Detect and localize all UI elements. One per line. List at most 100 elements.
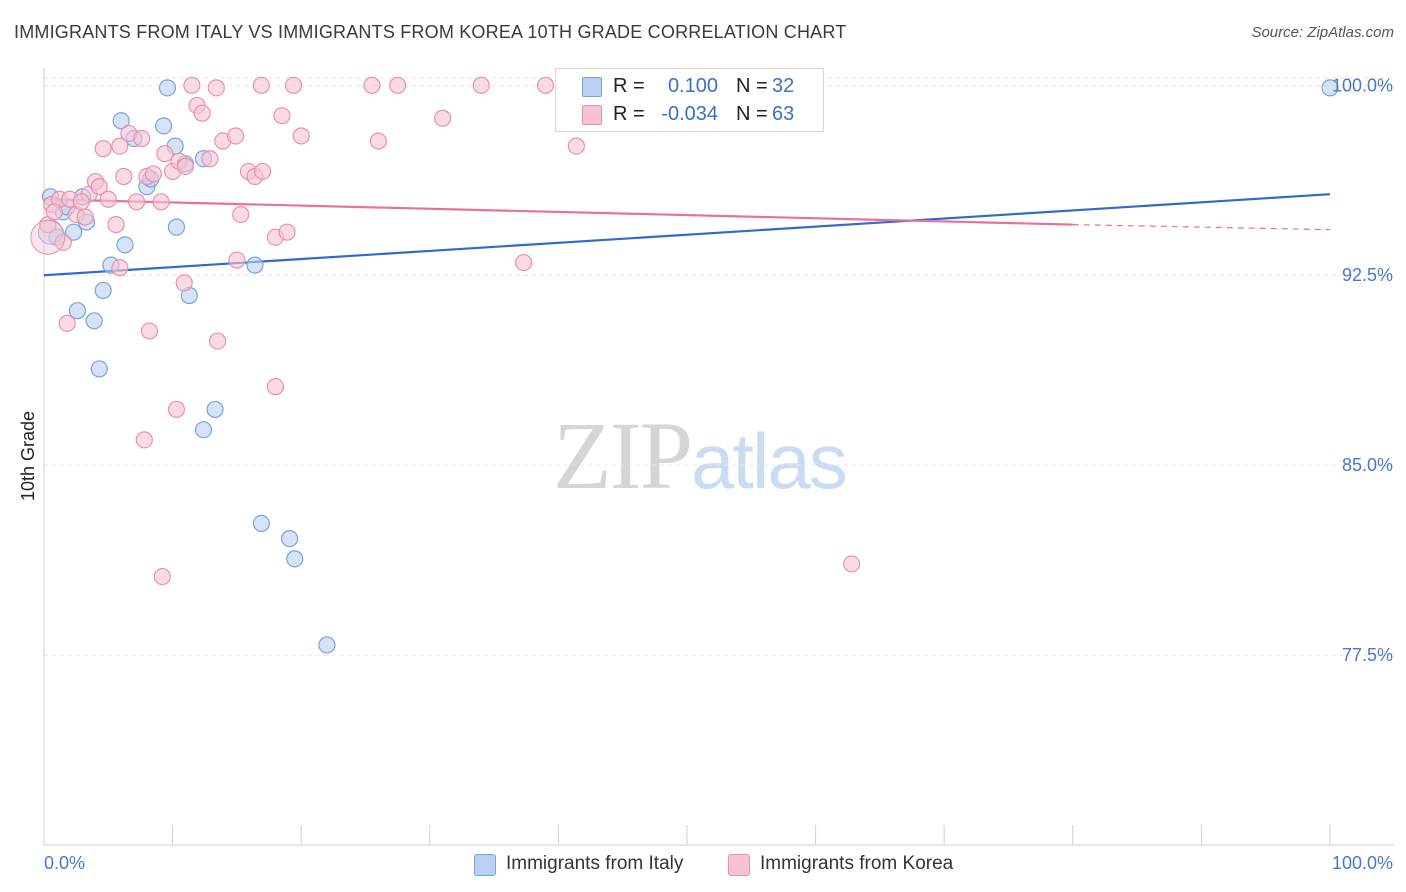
korea-point — [90, 178, 108, 196]
italy-point — [281, 529, 299, 548]
italy-point — [286, 550, 304, 568]
korea-point — [107, 215, 125, 234]
italy-point — [64, 223, 83, 241]
korea-point — [167, 400, 186, 419]
korea-point — [76, 208, 94, 226]
italy-point — [252, 514, 270, 533]
korea-point — [45, 203, 63, 221]
korea-point — [99, 190, 117, 208]
korea-point — [254, 162, 272, 181]
italy-point — [85, 312, 103, 330]
italy-swatch — [582, 77, 602, 97]
korea-trend-extension — [1072, 223, 1331, 231]
korea-points — [30, 76, 861, 586]
axes — [43, 68, 1394, 846]
korea-point — [266, 378, 285, 396]
korea-point — [176, 157, 195, 175]
italy-point — [1321, 79, 1339, 97]
korea-point — [515, 253, 533, 272]
korea-point — [207, 79, 225, 97]
korea-point — [369, 132, 387, 150]
series-legend: Immigrants from Italy Immigrants from Ko… — [0, 852, 1406, 880]
italy-r-value: 0.100 — [667, 75, 718, 97]
korea-point — [111, 137, 129, 155]
korea-point — [156, 145, 174, 163]
x-tick-label: 0.0% — [44, 853, 85, 873]
korea-point — [58, 314, 76, 332]
korea-point — [193, 104, 211, 122]
y-tick-label: 100.0% — [1332, 75, 1393, 95]
korea-point — [536, 76, 555, 94]
italy-legend-swatch — [474, 854, 496, 876]
korea-point — [144, 165, 162, 183]
stats-legend: R = 0.100 N = 32 R = -0.034 N = 63 — [555, 68, 824, 132]
italy-point — [206, 400, 224, 419]
korea-point — [135, 431, 153, 449]
italy-point — [154, 117, 173, 135]
korea-point — [115, 167, 133, 186]
legend-row-italy: R = 0.100 N = 32 — [556, 73, 823, 99]
korea-point — [567, 137, 586, 155]
korea-point — [133, 129, 151, 148]
korea-point — [227, 127, 245, 145]
korea-point — [127, 193, 146, 211]
korea-point — [201, 150, 219, 168]
italy-point — [116, 236, 134, 254]
korea-point — [252, 76, 270, 94]
korea-point — [843, 555, 861, 573]
italy-point — [158, 79, 177, 97]
korea-point — [209, 332, 227, 350]
watermark-atlas: atlas — [691, 417, 848, 505]
korea-point — [111, 259, 129, 277]
korea-point — [434, 109, 452, 127]
tick-labels: 77.5% 85.0% 92.5% 100.0% 0.0% 100.0% — [44, 75, 1393, 873]
italy-point — [90, 360, 108, 378]
x-tick-label: 100.0% — [1332, 853, 1393, 873]
korea-point — [94, 140, 112, 158]
italy-legend-label: Immigrants from Italy — [506, 853, 684, 874]
legend-row-korea: R = -0.034 N = 63 — [556, 101, 823, 127]
korea-point — [472, 76, 490, 94]
korea-n-value: 63 — [772, 103, 795, 125]
korea-point — [389, 76, 407, 94]
korea-n-label: N = — [736, 103, 768, 125]
italy-r-label: R = — [613, 75, 645, 97]
italy-n-label: N = — [736, 75, 768, 97]
italy-point — [94, 281, 112, 300]
korea-r-value: -0.034 — [661, 103, 718, 125]
korea-point — [232, 205, 250, 224]
italy-point — [167, 218, 186, 236]
korea-swatch — [582, 105, 602, 125]
korea-legend-swatch — [728, 854, 750, 876]
korea-point — [284, 76, 303, 94]
italy-point — [112, 112, 130, 130]
y-tick-label: 77.5% — [1342, 645, 1393, 665]
korea-point — [140, 322, 159, 340]
korea-point — [228, 251, 246, 269]
korea-point — [278, 223, 296, 241]
watermark-zip: ZIP — [553, 402, 693, 509]
source-label: Source: ZipAtlas.com — [1251, 24, 1394, 41]
korea-point — [273, 107, 291, 125]
korea-point — [153, 567, 171, 586]
korea-point — [152, 193, 170, 211]
korea-trend-line — [43, 198, 1073, 226]
korea-legend-label: Immigrants from Korea — [760, 853, 954, 874]
korea-point — [363, 76, 381, 94]
korea-point — [292, 127, 310, 145]
chart-title: IMMIGRANTS FROM ITALY VS IMMIGRANTS FROM… — [14, 22, 847, 42]
korea-point — [183, 76, 201, 94]
italy-n-value: 32 — [772, 75, 795, 97]
italy-point — [246, 256, 264, 274]
korea-point — [72, 193, 90, 211]
y-axis-label: 10th Grade — [18, 411, 38, 501]
italy-point — [194, 421, 213, 439]
korea-cluster-point — [30, 219, 66, 255]
korea-r-label: R = — [613, 103, 645, 125]
y-tick-label: 92.5% — [1342, 265, 1393, 285]
korea-point — [54, 233, 72, 251]
watermark: ZIPatlas — [553, 400, 848, 511]
y-tick-label: 85.0% — [1342, 455, 1393, 475]
italy-point — [68, 302, 87, 320]
